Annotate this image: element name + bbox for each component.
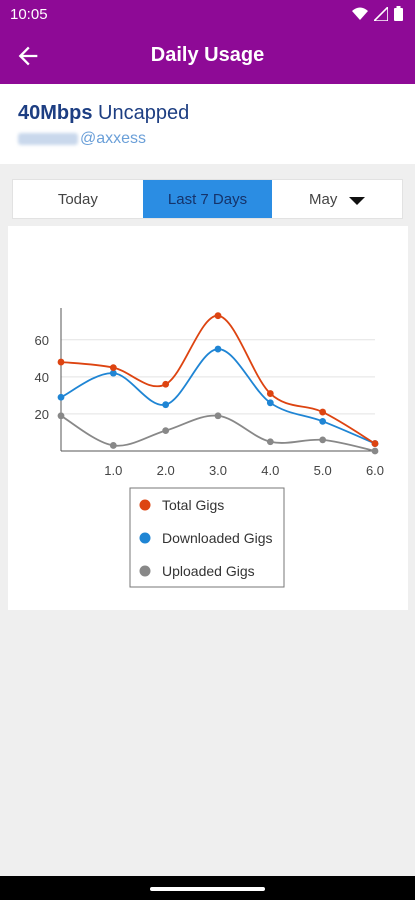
chevron-down-icon <box>349 197 366 205</box>
y-tick-label: 20 <box>35 407 49 422</box>
y-tick-label: 40 <box>35 370 49 385</box>
data-point <box>266 399 274 407</box>
data-point <box>57 412 65 420</box>
data-point <box>214 412 222 420</box>
data-point <box>162 427 170 435</box>
usage-chart: 20 40 60 1.0 2.0 3.0 4.0 5.0 6.0 Total Gigs Downl… <box>35 308 384 588</box>
data-point <box>319 436 327 444</box>
data-point <box>109 442 117 449</box>
data-point <box>57 358 65 366</box>
period-tabs: Today Last 7 Days May <box>12 179 403 219</box>
navigation-bar <box>0 876 415 900</box>
x-tick-label: 6.0 <box>366 463 384 478</box>
signal-icon <box>374 6 388 21</box>
x-tick-label: 2.0 <box>157 463 175 478</box>
tab-today[interactable]: Today <box>13 180 143 218</box>
data-point <box>266 438 274 446</box>
month-dropdown[interactable]: May <box>272 180 402 218</box>
account-username: @axxess <box>18 130 146 148</box>
page-title: Daily Usage <box>150 44 265 66</box>
app-bar: Daily Usage <box>0 28 415 84</box>
data-point <box>214 312 222 320</box>
battery-icon <box>394 6 403 21</box>
plan-speed: 40Mbps <box>18 102 93 124</box>
status-bar: 10:05 <box>0 0 415 28</box>
y-tick-label: 60 <box>35 333 49 348</box>
series-line-2 <box>60 414 376 452</box>
legend-label: Total Gigs <box>162 497 224 513</box>
status-icons <box>352 6 403 21</box>
data-point <box>57 393 65 401</box>
usage-chart-card: 20 40 60 1.0 2.0 3.0 4.0 5.0 6.0 Total Gigs Downl… <box>8 226 408 610</box>
tab-last-7-days[interactable]: Last 7 Days <box>142 180 273 218</box>
legend-marker <box>139 565 151 577</box>
chart-legend <box>129 487 285 588</box>
x-tick-label: 4.0 <box>261 463 279 478</box>
x-tick-label: 5.0 <box>314 463 332 478</box>
data-point <box>371 447 379 455</box>
x-tick-label: 3.0 <box>209 463 227 478</box>
legend-marker <box>139 532 151 544</box>
redacted-username <box>18 133 78 145</box>
data-point <box>109 369 117 377</box>
data-point <box>162 380 170 388</box>
wifi-icon <box>352 7 368 20</box>
username-domain: @axxess <box>80 130 147 147</box>
data-point <box>214 345 222 353</box>
data-point <box>319 417 327 425</box>
account-info: 40Mbps Uncapped @axxess <box>0 84 415 164</box>
data-point <box>371 440 379 447</box>
data-point <box>162 401 170 409</box>
data-point <box>109 364 117 371</box>
plan-type: Uncapped <box>98 102 190 124</box>
legend-marker <box>139 499 151 511</box>
legend-label: Downloaded Gigs <box>162 530 273 546</box>
tab-last-7-days-label: Last 7 Days <box>167 190 248 208</box>
data-point <box>319 408 327 416</box>
home-handle[interactable] <box>150 887 265 891</box>
legend-label: Uploaded Gigs <box>162 563 255 579</box>
data-point <box>266 390 274 397</box>
series-line-1 <box>60 348 376 445</box>
plan-name: 40Mbps Uncapped <box>18 102 189 125</box>
tab-today-label: Today <box>57 190 98 208</box>
status-time: 10:05 <box>10 6 48 23</box>
x-tick-label: 1.0 <box>104 463 122 478</box>
back-arrow-icon[interactable] <box>14 42 42 70</box>
month-dropdown-label: May <box>309 190 338 208</box>
